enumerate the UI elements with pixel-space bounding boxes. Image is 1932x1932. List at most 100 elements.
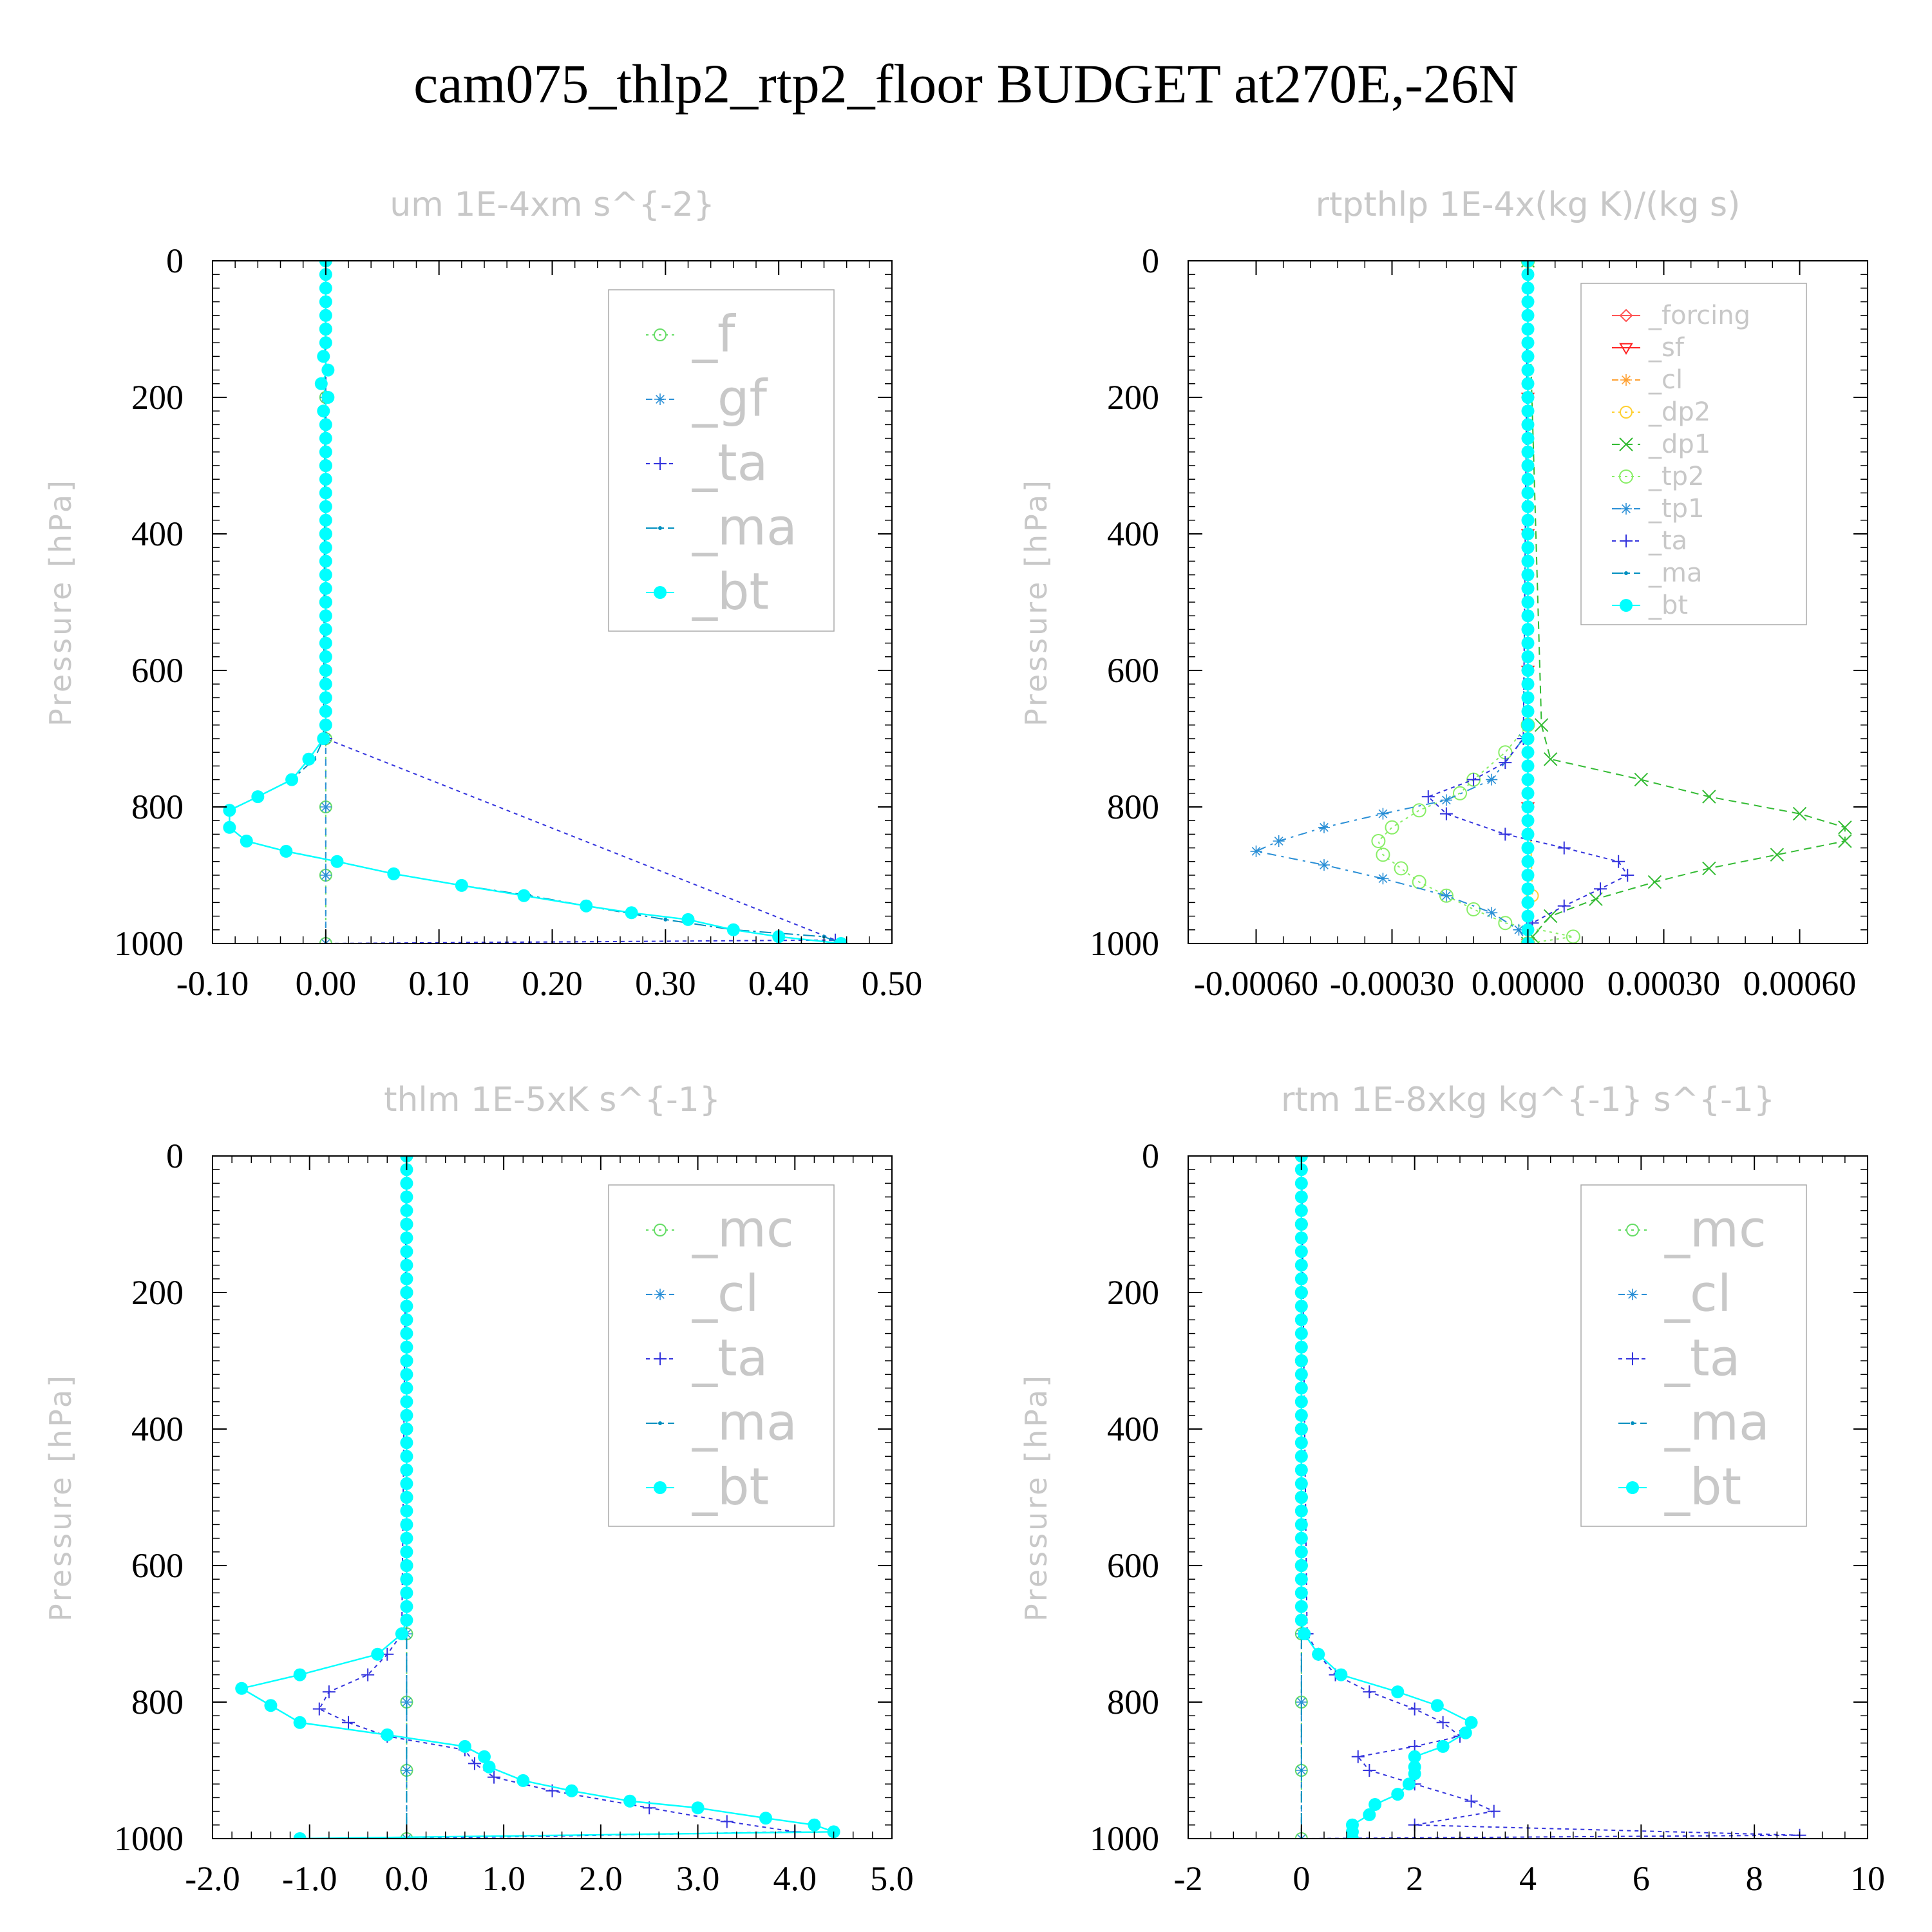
legend: _mc _cl _ta _ma _bt (1580, 1184, 1807, 1527)
series_ta-marker (1612, 855, 1625, 868)
series_tp2-marker (1412, 803, 1426, 818)
series_bt-marker (1521, 882, 1535, 896)
legend-label: _f (692, 306, 736, 364)
series_bt-marker (1402, 1777, 1416, 1791)
legend-label: _tp2 (1648, 462, 1705, 491)
series_bt-marker (1521, 500, 1535, 513)
series_bt-marker (319, 418, 332, 431)
series_bt-marker (1294, 1354, 1308, 1367)
series_bt-marker (400, 1477, 413, 1490)
series_bt-marker (400, 1354, 413, 1367)
series_bt-marker (317, 732, 330, 745)
series_ta-marker (1464, 1794, 1478, 1808)
series_bt-marker (400, 1190, 413, 1204)
series_bt-marker (1521, 391, 1535, 404)
series_tp1-marker (1486, 773, 1498, 786)
legend-label: _ta (692, 435, 768, 493)
chart-panel-3: thlm 1E-5xK s^{-1} Pressure [hPa] -2.0 -1.0… (43, 1081, 914, 1898)
y-tick-label: 1000 (114, 1819, 184, 1858)
legend_cl-marker (1620, 374, 1632, 386)
series_bt-marker (400, 1408, 413, 1422)
legend: _forcing _sf_cl_dp2 _dp1 _tp2 _tp1_ta_ma _bt (1580, 283, 1807, 625)
x-tick-label: 6 (1633, 1859, 1650, 1898)
legend_f-marker (654, 328, 667, 341)
series_bt-marker (1294, 1245, 1308, 1258)
series_bt-marker (759, 1812, 773, 1825)
x-tick-label: 0.10 (408, 964, 469, 1003)
x-tick-label: 5.0 (870, 1859, 914, 1898)
series_bt-marker (1521, 705, 1535, 718)
series_bt-marker (319, 691, 332, 705)
series_bt-marker (321, 363, 335, 377)
series-line_tp2 (1378, 261, 1574, 943)
series_bt-marker (400, 1272, 413, 1285)
panel-title: rtpthlp 1E-4x(kg K)/(kg s) (1316, 185, 1741, 224)
legend-label: _tp1 (1648, 494, 1705, 524)
series_bt-marker (400, 1258, 413, 1272)
series_bt-marker (319, 459, 332, 472)
series_bt-marker (235, 1681, 249, 1695)
x-tick-label: -2.0 (185, 1859, 240, 1898)
series_bt-marker (400, 1559, 413, 1572)
series_bt-marker (1294, 1313, 1308, 1327)
y-tick-label: 800 (131, 1683, 184, 1721)
series_bt-marker (400, 1340, 413, 1354)
series_dp1-marker (1838, 834, 1852, 848)
series_bt-marker (1521, 527, 1535, 540)
x-tick-label: 0.00060 (1743, 964, 1857, 1003)
series_bt-marker (1521, 541, 1535, 554)
series_bt-marker (319, 718, 332, 732)
x-tick-label: 0.00030 (1607, 964, 1721, 1003)
y-tick-label: 800 (1107, 788, 1159, 826)
legend-label: _mc (692, 1201, 794, 1259)
series_bt-marker (223, 804, 236, 817)
series_bt-marker (726, 923, 740, 936)
legend-label: _forcing (1648, 301, 1750, 330)
series_bt-marker (1294, 1231, 1308, 1245)
series_bt-marker (1521, 786, 1535, 800)
x-tick-label: -0.00030 (1330, 964, 1454, 1003)
series_bt-marker (319, 582, 332, 595)
series_tp1-marker (1377, 808, 1389, 820)
legend: _mc _cl _ta _ma _bt (608, 1184, 835, 1527)
series_bt-marker (1294, 1436, 1308, 1450)
series_bt-marker (1294, 1450, 1308, 1463)
series_bt-marker (319, 609, 332, 623)
legend-label: _gf (692, 370, 768, 428)
series_bt-marker (319, 527, 332, 540)
series_bt-marker (293, 1716, 307, 1729)
series_bt-marker (478, 1750, 491, 1763)
series_dp1-marker (1702, 790, 1716, 804)
series_bt-marker (319, 596, 332, 609)
series_bt-marker (319, 336, 332, 350)
y-axis-label: Pressure [hPa] (43, 1373, 78, 1622)
series_cl-marker (401, 1696, 413, 1708)
series_tp2-marker (1376, 848, 1390, 862)
series_bt-marker (623, 1794, 637, 1808)
series_ta-marker (1594, 882, 1607, 896)
legend-box (1580, 1184, 1807, 1527)
series_bt-marker (1521, 636, 1535, 650)
legend-label: _ma (1648, 558, 1702, 588)
y-tick-label: 0 (1142, 242, 1159, 280)
series_bt-marker (371, 1647, 384, 1661)
x-tick-label: 0.00 (296, 964, 357, 1003)
series_bt-marker (1294, 1258, 1308, 1272)
series_ma-marker (663, 917, 668, 922)
y-tick-label: 0 (166, 242, 184, 280)
series_ta-marker (1621, 869, 1634, 882)
series_bt-marker (1294, 1545, 1308, 1558)
series_bt-marker (400, 1368, 413, 1381)
series_bt-marker (1294, 1218, 1308, 1231)
series_bt-marker (1521, 295, 1535, 308)
y-tick-label: 0 (1142, 1137, 1159, 1175)
legend-label: _ta (1648, 526, 1687, 556)
series_gf-marker (319, 801, 332, 813)
series_bt-marker (1521, 513, 1535, 527)
series_bt-marker (625, 906, 638, 920)
series_bt-marker (1521, 828, 1535, 841)
series_bt-marker (1294, 1613, 1308, 1627)
legend-label: _dp2 (1648, 397, 1710, 427)
series_bt-marker (319, 623, 332, 636)
series_bt-marker (293, 1668, 307, 1681)
